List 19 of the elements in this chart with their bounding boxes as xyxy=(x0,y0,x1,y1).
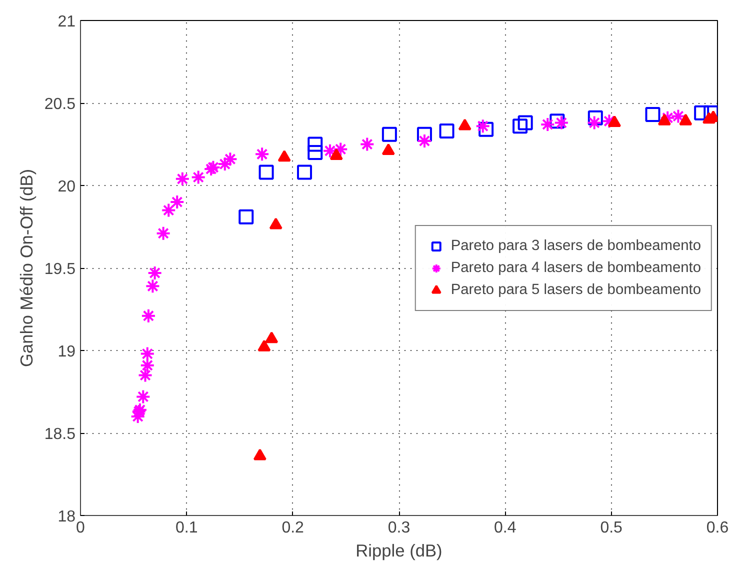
x-tick-label: 0.4 xyxy=(494,520,516,536)
y-axis-title: Ganho Médio On-Off (dB) xyxy=(16,168,36,368)
y-tick-label: 20 xyxy=(58,178,76,196)
legend-label: Pareto para 5 lasers de bombeamento xyxy=(450,282,701,298)
y-tick-label: 18.5 xyxy=(44,426,76,443)
y-tick-label: 19 xyxy=(58,344,76,360)
legend-label: Pareto para 3 lasers de bombeamento xyxy=(450,238,701,254)
y-tick-label: 18 xyxy=(58,508,76,526)
x-tick-label: 0.6 xyxy=(706,520,729,536)
x-tick-label: 0.5 xyxy=(600,520,623,536)
legend-label: Pareto para 4 lasers de bombeamento xyxy=(450,260,701,276)
x-tick-label: 0.3 xyxy=(388,520,410,536)
x-axis-title: Ripple (dB) xyxy=(356,540,442,560)
y-tick-label: 19.5 xyxy=(44,261,76,278)
x-tick-label: 0 xyxy=(76,520,86,536)
x-tick-label: 0.2 xyxy=(282,520,304,536)
y-tick-label: 20.5 xyxy=(44,96,76,113)
y-tick-label: 21 xyxy=(58,14,76,30)
x-tick-label: 0.1 xyxy=(176,520,198,536)
